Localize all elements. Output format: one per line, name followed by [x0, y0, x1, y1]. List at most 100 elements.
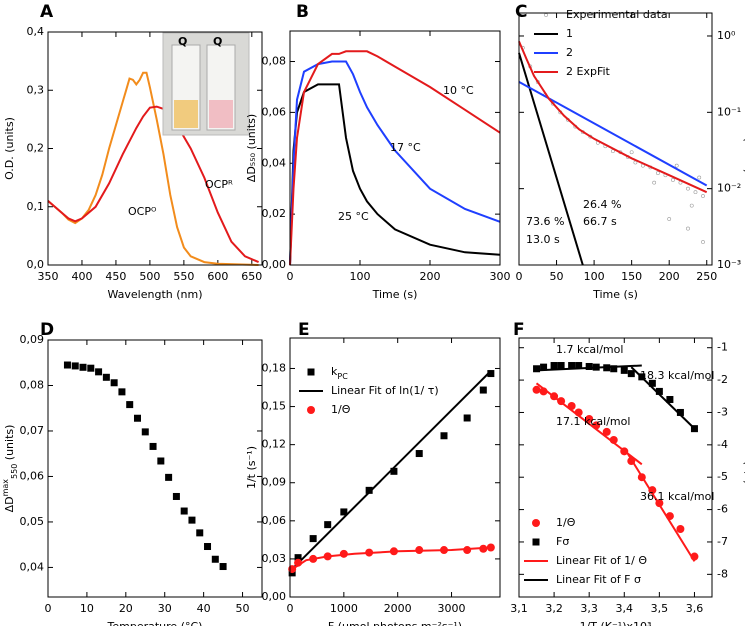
- marker: [486, 543, 495, 552]
- marker: [532, 385, 541, 394]
- panel-letter: A: [40, 2, 54, 22]
- legend-swatch: [307, 406, 315, 414]
- cuvette-label: Q: [178, 35, 187, 48]
- marker: [149, 442, 157, 450]
- cuvette-liquid: [174, 100, 198, 128]
- x-tick-label: 20: [119, 602, 133, 615]
- cuvette-liquid: [209, 100, 233, 128]
- x-axis-label: F (µmol photons m⁻²s⁻¹): [328, 620, 462, 626]
- marker: [165, 473, 173, 481]
- y-tick-label: 0,09: [262, 476, 287, 489]
- legend-label: Fσ: [556, 535, 569, 548]
- x-axis-label: Time (s): [592, 288, 638, 301]
- marker: [324, 521, 332, 529]
- legend-label: 2 ExpFit: [566, 65, 611, 78]
- marker: [63, 361, 71, 369]
- y-axis-label: O.D. (units): [3, 117, 16, 180]
- marker: [133, 414, 141, 422]
- annotation: 73.6 %: [526, 215, 564, 228]
- marker: [550, 362, 558, 370]
- x-tick-label: 600: [207, 270, 228, 283]
- y-tick-label: 10⁻¹: [717, 105, 741, 118]
- marker: [689, 203, 694, 208]
- x-tick-label: 1000: [330, 602, 358, 615]
- annotation: 13.0 s: [526, 233, 560, 246]
- y-tick-label: 0,07: [20, 424, 45, 437]
- x-axis-label: 1/T (K⁻¹)x10³: [580, 620, 652, 626]
- marker: [118, 388, 126, 396]
- x-tick-label: 200: [420, 270, 441, 283]
- y-tick-label: 0,02: [262, 207, 287, 220]
- x-tick-label: 550: [173, 270, 194, 283]
- marker: [701, 240, 705, 244]
- marker: [188, 516, 196, 524]
- x-tick-label: 50: [550, 270, 564, 283]
- marker: [585, 414, 594, 423]
- marker: [365, 486, 373, 494]
- y-tick-label: 0,15: [262, 400, 287, 413]
- legend-label: 1/Θ: [556, 516, 576, 529]
- marker: [141, 428, 149, 436]
- marker: [204, 543, 212, 551]
- y-tick-label: -8: [717, 567, 728, 580]
- x-tick-label: 250: [696, 270, 717, 283]
- y-tick-label: 0,12: [262, 438, 287, 451]
- y-tick-label: 0,00: [262, 590, 287, 603]
- y-tick-label: -3: [717, 405, 728, 418]
- marker: [463, 414, 471, 422]
- x-tick-label: 400: [71, 270, 92, 283]
- x-tick-label: 3,2: [545, 602, 563, 615]
- text-part: max: [1, 479, 10, 497]
- marker: [157, 457, 165, 465]
- panel-letter: C: [515, 2, 527, 22]
- x-axis-label: Wavelength (nm): [107, 288, 202, 301]
- y-tick-label: 0,03: [262, 552, 287, 565]
- marker: [652, 180, 657, 185]
- y-tick-label: 0,2: [27, 142, 45, 155]
- x-tick-label: 3,1: [510, 602, 528, 615]
- marker: [415, 450, 423, 458]
- x-tick-label: 50: [236, 602, 250, 615]
- y-tick-label: -2: [717, 373, 728, 386]
- x-tick-label: 0: [287, 270, 294, 283]
- legend-label: 2: [566, 46, 573, 59]
- y-axis-label: ΔD₅₅₀ (units): [742, 105, 745, 173]
- marker: [568, 362, 576, 370]
- marker: [686, 186, 690, 191]
- annotation: 66.7 s: [583, 215, 617, 228]
- annotation: 1.7 kcal/mol: [556, 343, 623, 356]
- annotation: 17.1 kcal/mol: [556, 415, 630, 428]
- x-tick-label: 150: [621, 270, 642, 283]
- marker: [172, 492, 180, 500]
- marker: [676, 525, 685, 534]
- marker: [701, 194, 705, 198]
- plot-frame: [518, 12, 713, 266]
- y-tick-label: -1: [717, 341, 728, 354]
- marker: [95, 368, 103, 376]
- series-label: OCPᴿ: [205, 178, 233, 191]
- x-tick-label: 30: [158, 602, 172, 615]
- y-tick-label: 0,09: [20, 333, 45, 346]
- cuvette-label: Q: [213, 35, 222, 48]
- series-label: 25 °C: [338, 210, 369, 223]
- legend-label: Linear Fit of 1/ Θ: [556, 554, 647, 567]
- x-tick-label: 3000: [438, 602, 466, 615]
- y-tick-label: 10⁻³: [717, 258, 741, 271]
- x-axis-label: Temperature (°C): [107, 620, 203, 626]
- y-tick-label: 0,1: [27, 200, 45, 213]
- series-line: [291, 370, 492, 570]
- marker: [71, 362, 79, 370]
- x-tick-label: 40: [197, 602, 211, 615]
- marker: [648, 379, 656, 387]
- y-tick-label: 0,04: [20, 560, 45, 573]
- marker: [557, 362, 565, 370]
- y-tick-label: 10⁰: [717, 29, 736, 42]
- panel-letter: F: [513, 320, 525, 340]
- y-tick-label: -4: [717, 438, 728, 451]
- x-axis-label: Time (s): [372, 288, 418, 301]
- x-tick-label: 3,6: [686, 602, 704, 615]
- y-tick-label: 0,00: [262, 258, 287, 271]
- marker: [666, 396, 674, 404]
